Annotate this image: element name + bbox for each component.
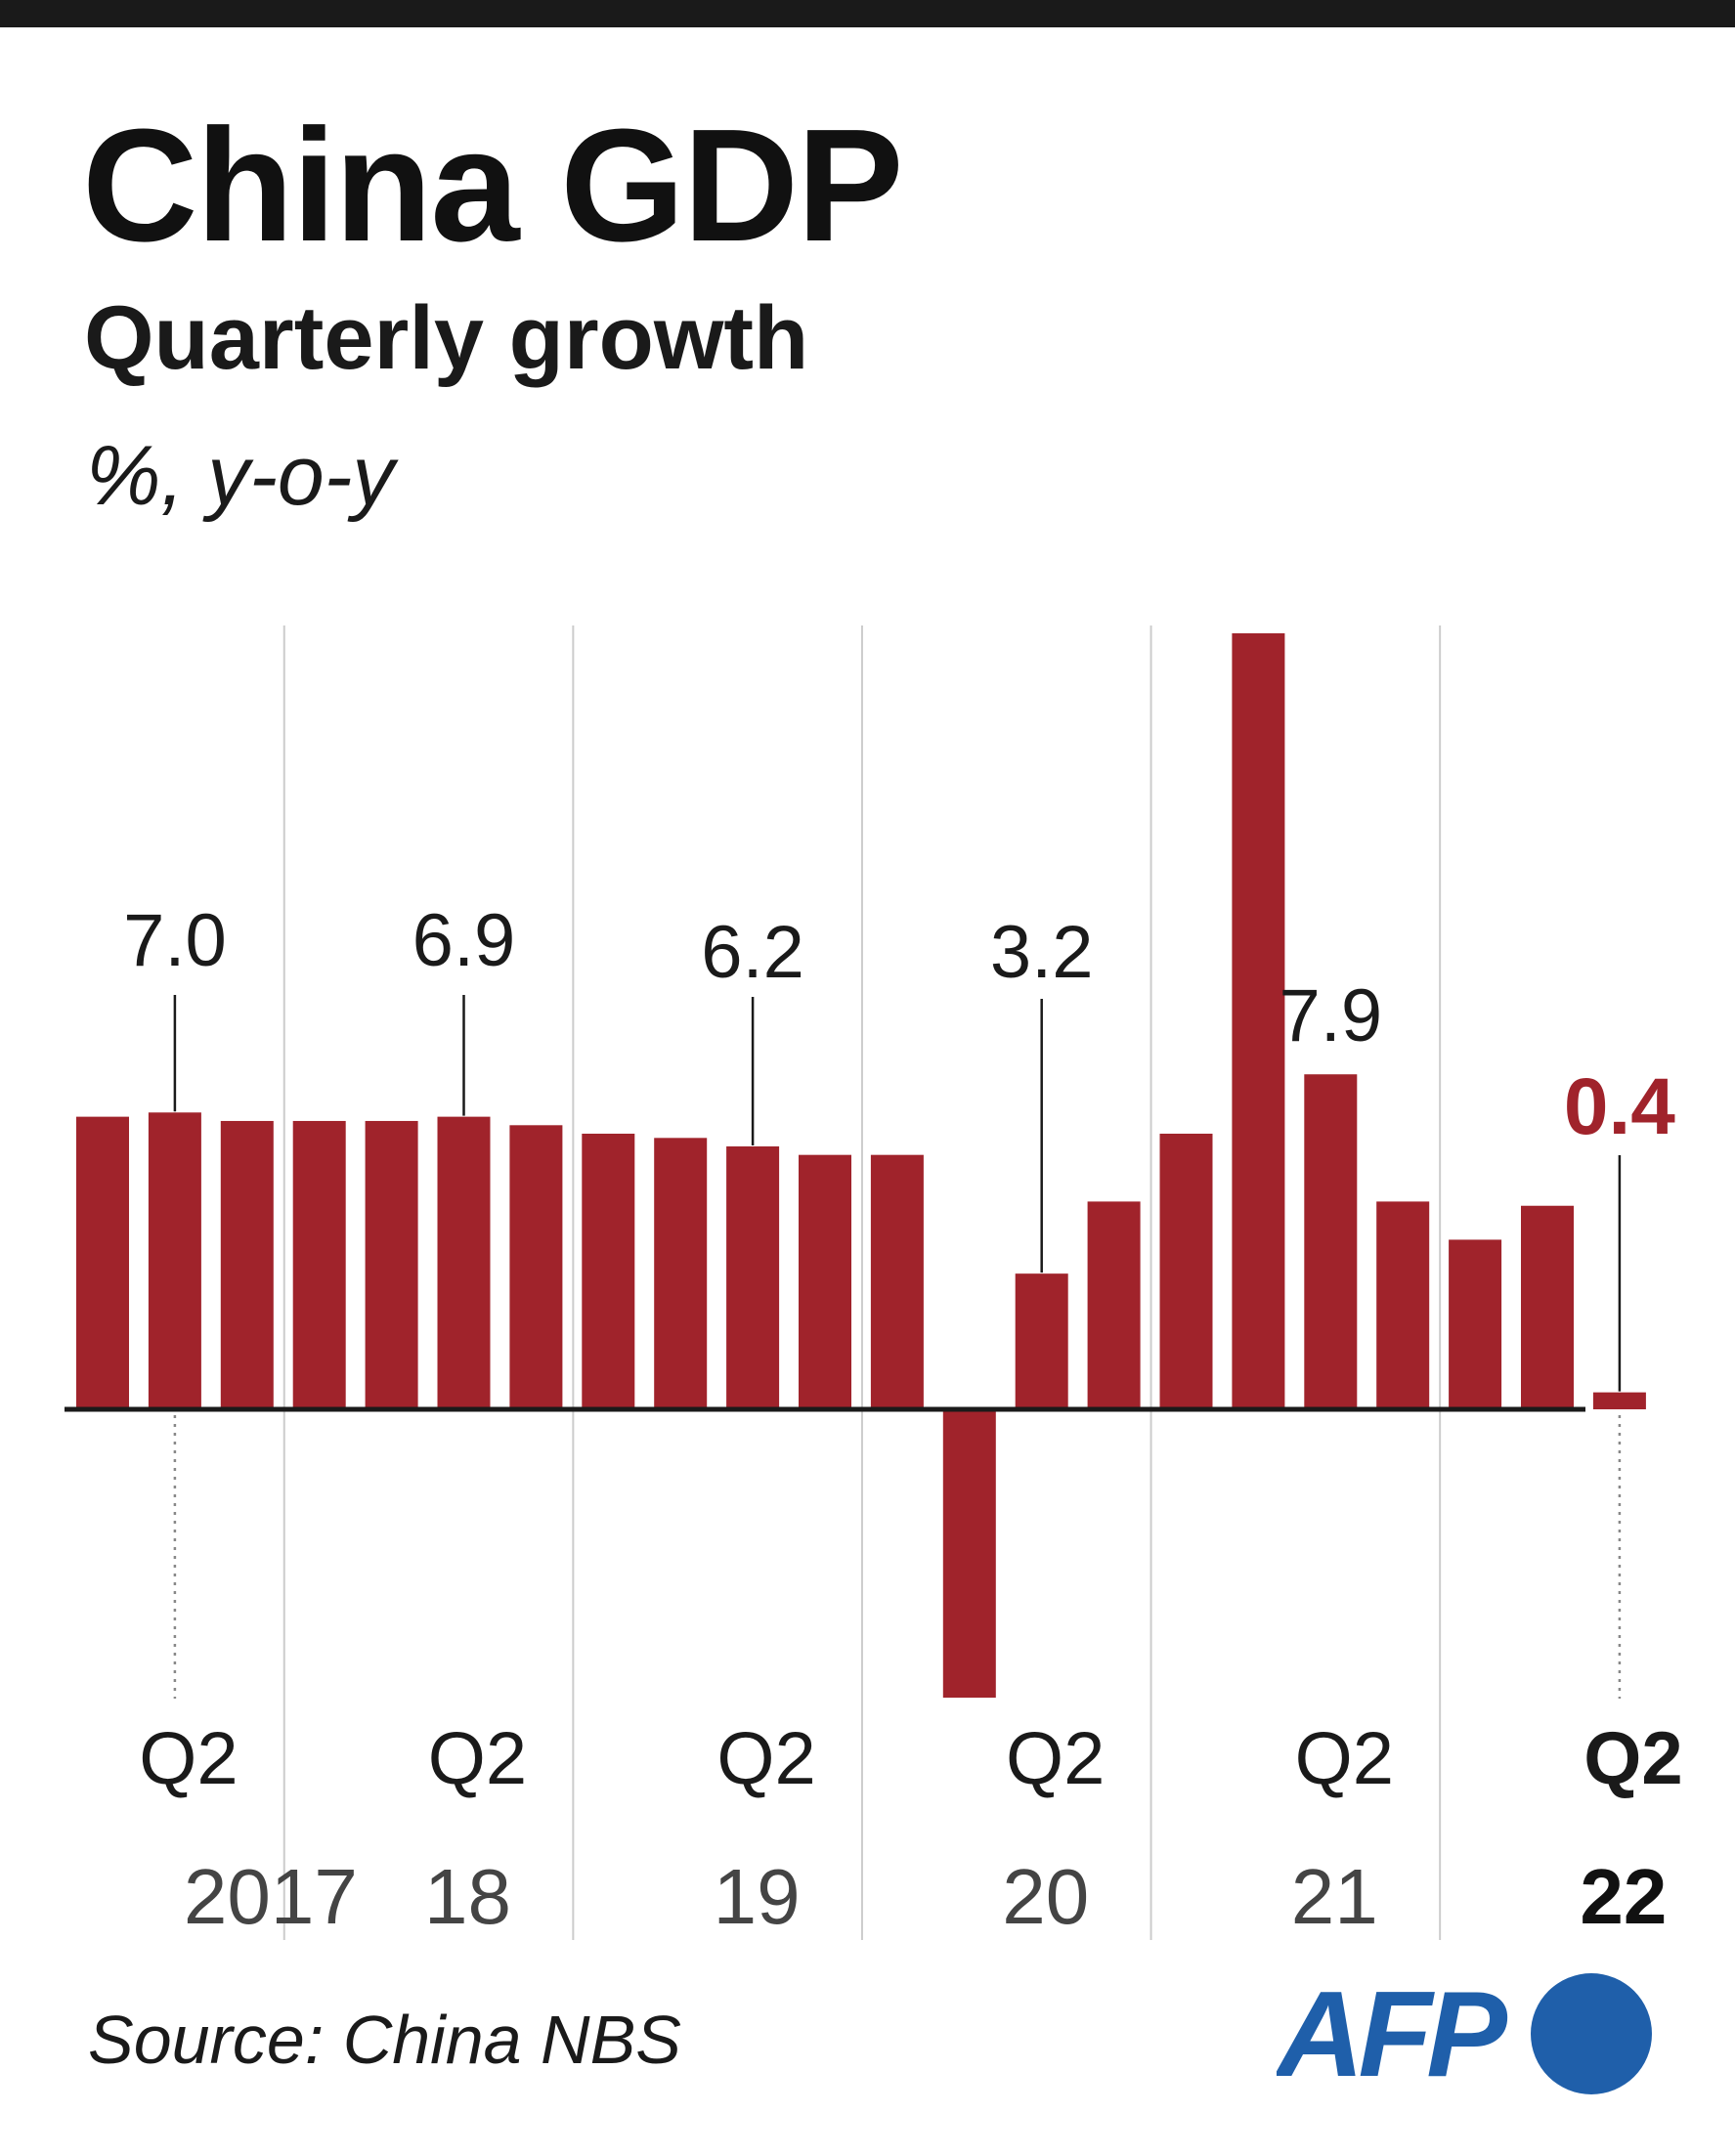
bar-q3-2018 <box>509 1125 563 1409</box>
bar-q2-2021 <box>1304 1074 1358 1409</box>
value-label: 6.2 <box>701 911 804 994</box>
bar-q4-2017 <box>292 1120 346 1409</box>
bar-q2-2020 <box>1015 1273 1068 1409</box>
bar-q4-2019 <box>870 1154 924 1409</box>
bar-q2-2019 <box>726 1145 780 1409</box>
x-tick-year: 20 <box>1002 1853 1089 1940</box>
x-tick-quarter: Q2 <box>1583 1717 1682 1800</box>
value-label: 7.0 <box>123 899 227 982</box>
bar-q1-2019 <box>654 1138 708 1409</box>
x-tick-quarter: Q2 <box>1295 1717 1394 1800</box>
bar-q2-2022 <box>1592 1392 1646 1409</box>
top-rule <box>0 0 1735 27</box>
bar-q3-2020 <box>1087 1201 1141 1409</box>
bar-q4-2020 <box>1159 1133 1213 1409</box>
value-label: 7.9 <box>1279 974 1382 1057</box>
bar-q1-2020 <box>942 1409 996 1699</box>
bar-q1-2018 <box>365 1120 418 1409</box>
bar-q1-2021 <box>1232 633 1285 1409</box>
x-tick-quarter: Q2 <box>428 1717 527 1800</box>
bar-q3-2021 <box>1376 1201 1430 1409</box>
x-tick-year: 21 <box>1291 1853 1378 1940</box>
afp-logo: AFP <box>1277 1970 1652 2097</box>
bar-q1-2022 <box>1521 1205 1574 1409</box>
bar-q4-2018 <box>582 1133 635 1409</box>
bar-q2-2018 <box>437 1116 491 1409</box>
gdp-bar-chart: 7.0 6.9 6.2 3.2 7.9 0.4 Q2 2017 Q2 18 Q2 19 Q2 20 Q2 21… <box>65 625 1683 1940</box>
afp-logo-text: AFP <box>1277 1970 1507 2097</box>
source-note: Source: China NBS <box>88 2002 681 2078</box>
x-tick-year: 2017 <box>184 1853 358 1940</box>
x-tick-year: 18 <box>424 1853 511 1940</box>
bar-q1-2017 <box>76 1116 129 1409</box>
value-label: 6.9 <box>412 899 516 982</box>
chart-units: %, y-o-y <box>86 429 395 523</box>
bar-q3-2017 <box>220 1120 274 1409</box>
x-tick-year: 19 <box>714 1853 801 1940</box>
x-tick-quarter: Q2 <box>139 1717 238 1800</box>
x-tick-year: 22 <box>1580 1853 1667 1940</box>
x-tick-quarter: Q2 <box>716 1717 815 1800</box>
value-label-highlight: 0.4 <box>1564 1062 1675 1151</box>
afp-logo-dot <box>1531 1973 1652 2094</box>
bar-q2-2017 <box>148 1112 201 1409</box>
chart-subtitle: Quarterly growth <box>84 288 809 388</box>
bar-q4-2021 <box>1449 1239 1502 1409</box>
x-tick-quarter: Q2 <box>1006 1717 1105 1800</box>
value-label: 3.2 <box>990 911 1094 994</box>
chart-title: China GDP <box>82 96 904 275</box>
bar-q3-2019 <box>799 1154 851 1409</box>
